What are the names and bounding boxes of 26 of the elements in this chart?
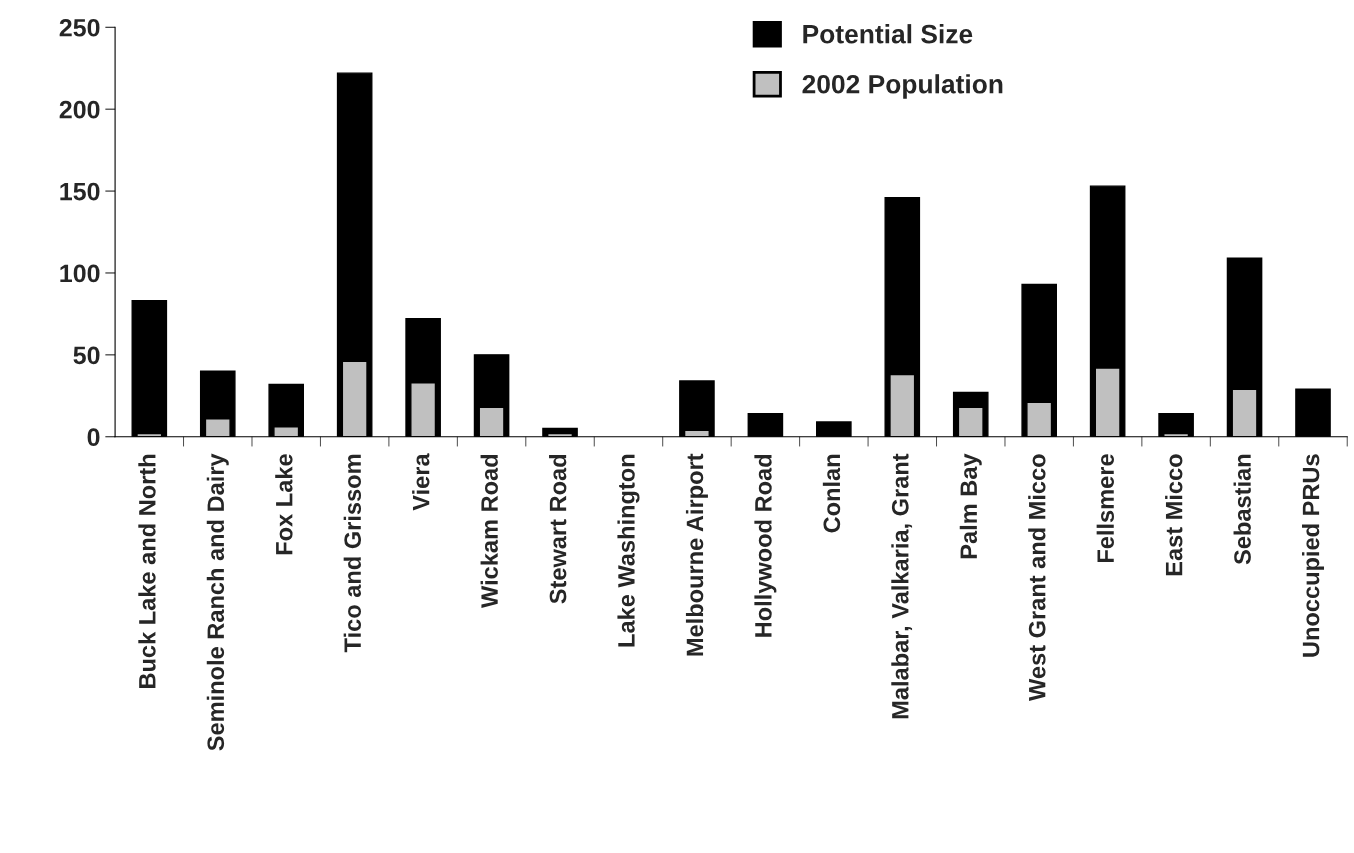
legend-label: 2002 Population xyxy=(802,74,1003,99)
y-tick-label: 0 xyxy=(87,428,100,447)
x-tick-label: Conlan xyxy=(822,454,841,533)
y-tick-label: 100 xyxy=(60,264,100,283)
x-tick-label: Fellsmere xyxy=(1096,454,1114,563)
x-tick-label: Sebastian xyxy=(1233,454,1251,565)
x-tick-label: Tico and Grissom xyxy=(343,454,362,653)
x-tick-label: Unoccupied PRUs xyxy=(1302,454,1325,657)
x-tick-label: Viera xyxy=(412,453,430,511)
x-tick-label: West Grant and Micco xyxy=(1028,454,1046,701)
x-tick-label: Stewart Road xyxy=(549,454,567,604)
y-tick-label: 50 xyxy=(73,346,100,365)
x-tick-label: Buck Lake and North xyxy=(138,454,156,688)
x-tick-label: East Micco xyxy=(1165,454,1183,576)
x-tick-label: Hollywood Road xyxy=(754,454,777,637)
x-tick-label: Fox Lake xyxy=(275,454,293,555)
x-tick-label: Melbourne Airport xyxy=(685,453,708,656)
x-tick-label: Malabar, Valkaria, Grant xyxy=(891,453,913,719)
x-tick-label: Lake Washington xyxy=(617,454,640,647)
x-tick-label: Seminole Ranch and Dairy xyxy=(206,453,229,751)
y-tick-label: 250 xyxy=(59,18,100,37)
y-tick-label: 200 xyxy=(59,100,100,119)
y-tick-label: 150 xyxy=(60,182,100,201)
x-tick-label: Palm Bay xyxy=(959,453,982,559)
x-tick-label: Wickam Road xyxy=(480,454,498,608)
legend-label: Potential Size xyxy=(803,24,973,44)
